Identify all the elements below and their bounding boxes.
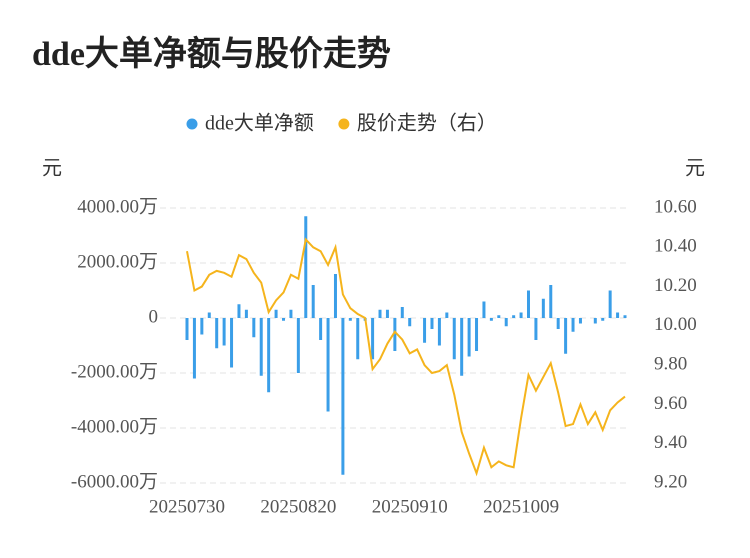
bar: [467, 318, 471, 357]
y2-tick-label: 10.20: [654, 275, 697, 296]
bar: [534, 318, 538, 340]
bar: [497, 315, 501, 318]
bar: [230, 318, 234, 368]
bar: [512, 315, 516, 318]
bar: [341, 318, 345, 475]
y2-tick-label: 9.80: [654, 354, 687, 375]
bar: [185, 318, 189, 340]
bar: [371, 318, 375, 360]
y2-tick-label: 9.40: [654, 432, 687, 453]
y-tick-label: -6000.00万: [71, 471, 158, 492]
bar: [252, 318, 256, 338]
y2-tick-label: 10.60: [654, 196, 697, 217]
x-tick-label: 20250730: [149, 496, 225, 517]
legend-marker: [186, 118, 198, 130]
bar: [445, 312, 449, 318]
bar: [475, 318, 479, 351]
bar: [192, 318, 196, 379]
bar: [452, 318, 456, 360]
x-tick-label: 20251009: [483, 496, 559, 517]
bar: [556, 318, 560, 329]
bar: [215, 318, 219, 349]
bar: [400, 307, 404, 318]
bar: [519, 312, 523, 318]
bar: [571, 318, 575, 332]
bar: [378, 309, 382, 318]
bar: [244, 309, 248, 318]
bar: [541, 298, 545, 318]
bar: [623, 315, 627, 318]
bar: [430, 318, 434, 329]
legend-marker: [338, 118, 350, 130]
y-tick-label: 2000.00万: [77, 251, 158, 272]
bar: [385, 309, 389, 318]
y-tick-label: 0: [149, 306, 159, 327]
bar: [504, 318, 508, 327]
bar: [526, 290, 530, 318]
y2-tick-label: 10.00: [654, 314, 697, 335]
x-tick-label: 20250820: [260, 496, 336, 517]
bar: [578, 318, 582, 324]
bar: [348, 318, 352, 321]
bar: [296, 318, 300, 373]
bar: [489, 318, 493, 321]
bar: [333, 274, 337, 318]
bar: [564, 318, 568, 354]
legend-label: dde大单净额: [205, 112, 314, 135]
bar: [616, 312, 620, 318]
bar: [282, 318, 286, 321]
bar: [267, 318, 271, 393]
bar: [259, 318, 263, 376]
bar: [207, 312, 211, 318]
y2-tick-label: 9.20: [654, 471, 687, 492]
y2-tick-label: 9.60: [654, 393, 687, 414]
bar: [393, 318, 397, 351]
bar: [274, 309, 278, 318]
bar: [437, 318, 441, 346]
bar: [222, 318, 226, 346]
bar: [601, 318, 605, 321]
bar: [304, 216, 308, 318]
bar: [593, 318, 597, 324]
y-tick-label: -4000.00万: [71, 416, 158, 437]
x-tick-label: 20250910: [372, 496, 448, 517]
y-axis-title: 元: [42, 158, 62, 180]
y-tick-label: -2000.00万: [71, 361, 158, 382]
bar: [319, 318, 323, 340]
bar: [311, 285, 315, 318]
bar: [408, 318, 412, 327]
bar: [423, 318, 427, 343]
price-line: [186, 237, 626, 477]
bar: [326, 318, 330, 412]
bar: [608, 290, 612, 318]
bar: [482, 301, 486, 318]
bar: [549, 285, 553, 318]
y2-axis-title: 元: [685, 158, 705, 180]
bar: [200, 318, 204, 335]
legend-label: 股价走势（右）: [357, 112, 497, 135]
bar: [356, 318, 360, 360]
bar: [237, 304, 241, 318]
y2-tick-label: 10.40: [654, 236, 697, 257]
y-tick-label: 4000.00万: [77, 196, 158, 217]
chart-title: dde大单净额与股价走势: [32, 35, 391, 73]
bar: [460, 318, 464, 376]
bar: [289, 309, 293, 318]
